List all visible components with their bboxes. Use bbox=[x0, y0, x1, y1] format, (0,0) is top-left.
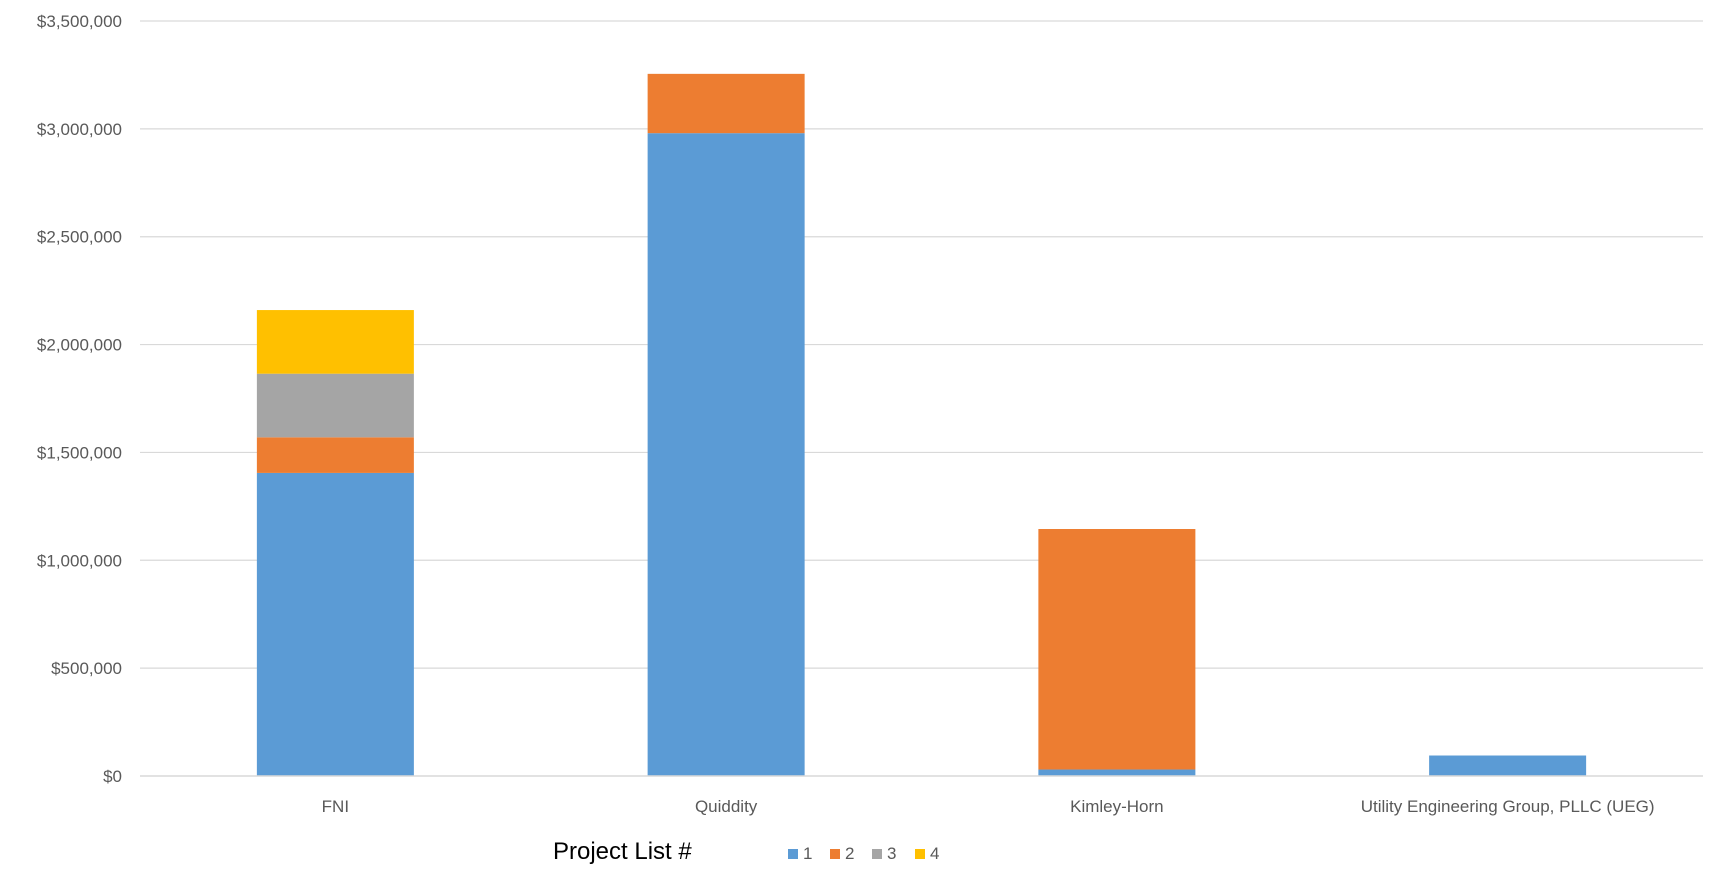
y-tick-label: $0 bbox=[103, 767, 122, 786]
y-tick-label: $2,500,000 bbox=[37, 228, 122, 247]
legend-item-4: 4 bbox=[915, 844, 939, 864]
bars bbox=[256, 73, 1587, 776]
y-tick-label: $3,500,000 bbox=[37, 12, 122, 31]
bar-segment-series-2-1 bbox=[647, 73, 805, 134]
bar-segment-series-1-0 bbox=[256, 472, 414, 776]
y-tick-label: $1,000,000 bbox=[37, 551, 122, 570]
bar-segment-series-1-3 bbox=[1429, 755, 1587, 776]
x-tick-label: FNI bbox=[322, 797, 349, 816]
bar-segment-series-2-2 bbox=[1038, 529, 1196, 770]
bar-segment-series-3-0 bbox=[256, 373, 414, 438]
legend-title: Project List # bbox=[553, 838, 692, 865]
y-tick-label: $2,000,000 bbox=[37, 336, 122, 355]
legend-label: 1 bbox=[803, 844, 813, 863]
bar-segment-series-4-0 bbox=[256, 310, 414, 374]
legend-swatch bbox=[830, 849, 840, 859]
y-tick-label: $3,000,000 bbox=[37, 120, 122, 139]
legend-label: 2 bbox=[845, 844, 855, 863]
legend-item-2: 2 bbox=[830, 844, 854, 864]
legend: Project List # 1 2 3 4 bbox=[0, 838, 1711, 868]
legend-label: 3 bbox=[887, 844, 897, 863]
legend-swatch bbox=[788, 849, 798, 859]
y-axis-tick-labels: $0 $500,000 $1,000,000 $1,500,000 $2,000,000… bbox=[37, 12, 122, 786]
x-tick-label: Utility Engineering Group, PLLC (UEG) bbox=[1361, 797, 1655, 816]
y-tick-label: $1,500,000 bbox=[37, 443, 122, 462]
bar-segment-series-2-0 bbox=[256, 437, 414, 473]
x-tick-label: Quiddity bbox=[695, 797, 758, 816]
bar-segment-series-1-1 bbox=[647, 133, 805, 776]
legend-item-3: 3 bbox=[872, 844, 896, 864]
x-axis-tick-labels: FNI Quiddity Kimley-Horn Utility Engineerin… bbox=[322, 797, 1655, 816]
legend-swatch bbox=[872, 849, 882, 859]
y-tick-label: $500,000 bbox=[51, 659, 122, 678]
x-tick-label: Kimley-Horn bbox=[1070, 797, 1164, 816]
legend-label: 4 bbox=[930, 844, 940, 863]
legend-swatch bbox=[915, 849, 925, 859]
legend-item-1: 1 bbox=[788, 844, 812, 864]
bar-segment-series-1-2 bbox=[1038, 769, 1196, 776]
